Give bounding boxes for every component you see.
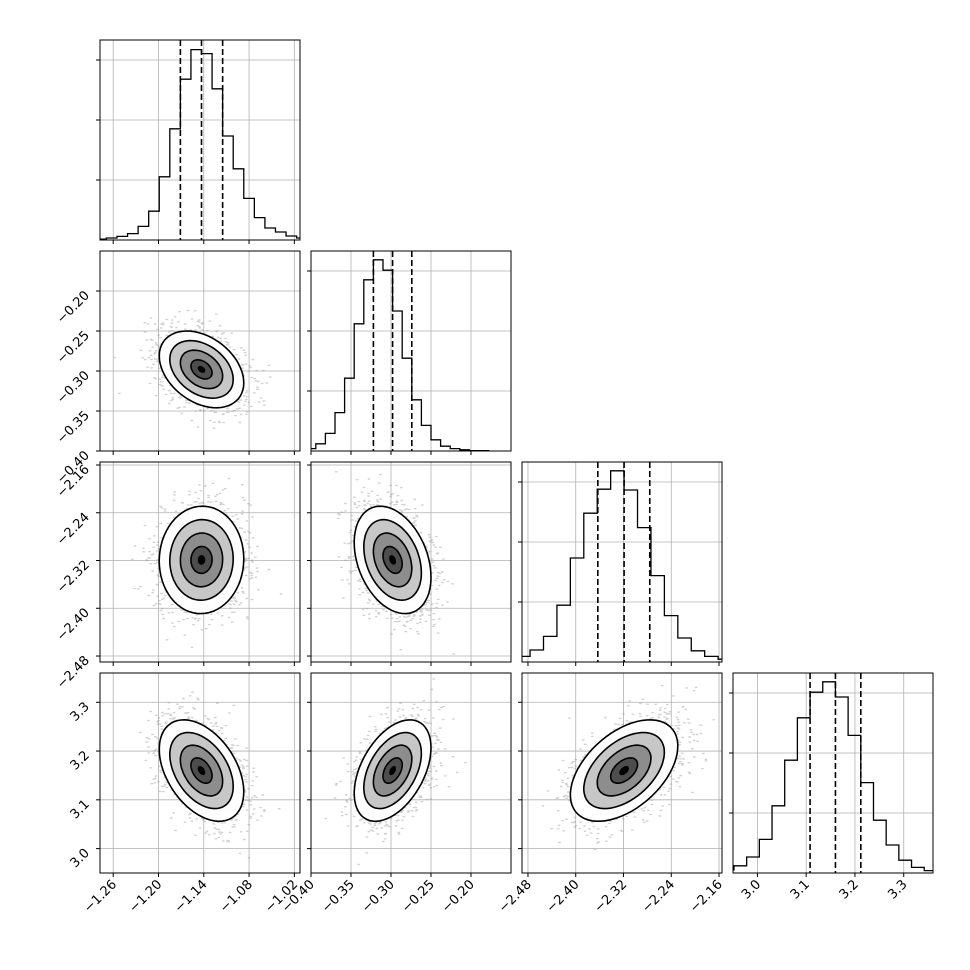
contour-2 xyxy=(179,349,224,390)
panel-frame xyxy=(310,672,512,874)
x-tick-label: −2.24 xyxy=(639,877,678,916)
contour-0 xyxy=(569,719,679,822)
contour-0 xyxy=(158,330,245,409)
histogram-3 xyxy=(733,681,933,872)
contour-3 xyxy=(382,757,403,784)
density-peak xyxy=(389,766,397,776)
contour-0 xyxy=(353,719,432,823)
contour-1 xyxy=(168,518,235,602)
contour-2 xyxy=(179,744,224,797)
panel-frame xyxy=(310,461,512,663)
density-peak xyxy=(619,766,629,776)
y-tick-label: −2.24 xyxy=(54,510,93,549)
contour-3 xyxy=(609,757,639,784)
density-panel-2-0 xyxy=(96,461,301,666)
contour-0 xyxy=(353,505,432,615)
density-layer xyxy=(541,685,715,851)
panel-frame xyxy=(99,461,301,663)
panel-frame xyxy=(732,672,934,874)
y-tick-label: −2.32 xyxy=(54,558,93,597)
panel-frame xyxy=(99,39,301,241)
density-peak xyxy=(197,555,206,565)
x-tick-label: −1.20 xyxy=(127,877,166,916)
density-panel-3-0 xyxy=(96,672,301,877)
contour-1 xyxy=(362,731,423,810)
contour-3 xyxy=(382,545,403,575)
x-tick-label: −2.40 xyxy=(544,877,583,916)
density-panel-3-2 xyxy=(518,672,723,877)
contour-1 xyxy=(362,518,423,602)
x-tick-label: −2.16 xyxy=(687,877,726,916)
y-tick-label: −0.35 xyxy=(54,408,93,447)
density-layer xyxy=(130,477,283,648)
density-panel-3-1 xyxy=(307,672,512,877)
panel-frame xyxy=(521,672,723,874)
panel-frame xyxy=(310,250,512,452)
y-tick-label: 3.1 xyxy=(68,797,93,822)
density-panel-2-1 xyxy=(307,461,512,666)
density-peak xyxy=(197,365,206,373)
contour-3 xyxy=(190,359,213,380)
contour-0 xyxy=(158,718,245,823)
panel-frame xyxy=(99,672,301,874)
y-tick-label: −2.48 xyxy=(54,653,93,692)
x-tick-label: 3.1 xyxy=(788,877,813,902)
contour-2 xyxy=(179,532,224,588)
density-layer xyxy=(139,691,281,859)
density-panel-1-0 xyxy=(96,250,301,455)
histogram-panel-2 xyxy=(518,461,723,666)
density-peak xyxy=(197,766,206,776)
panel-frame xyxy=(99,250,301,452)
y-tick-label: −0.30 xyxy=(54,368,93,407)
histogram-panel-1 xyxy=(307,250,512,455)
x-tick-label: −0.35 xyxy=(319,877,358,916)
contour-1 xyxy=(168,339,235,400)
x-tick-label: 3.2 xyxy=(837,877,862,902)
x-tick-label: −1.08 xyxy=(217,877,256,916)
density-layer xyxy=(334,471,456,655)
x-tick-label: −1.26 xyxy=(81,877,120,916)
x-tick-label: −1.14 xyxy=(172,877,211,916)
x-tick-label: −2.32 xyxy=(592,877,631,916)
x-tick-label: −0.30 xyxy=(359,877,398,916)
x-tick-label: −0.20 xyxy=(439,877,478,916)
histogram-panel-3 xyxy=(729,672,934,877)
density-layer xyxy=(324,678,467,866)
density-peak xyxy=(389,555,397,565)
y-tick-label: −2.40 xyxy=(54,605,93,644)
contour-1 xyxy=(583,731,666,810)
y-tick-label: 3.2 xyxy=(68,748,93,773)
contour-1 xyxy=(168,731,235,810)
contour-2 xyxy=(372,532,413,588)
y-tick-label: 3.0 xyxy=(68,846,93,871)
y-tick-label: −0.25 xyxy=(54,328,93,367)
x-tick-label: −0.25 xyxy=(399,877,438,916)
density-layer xyxy=(113,309,272,429)
y-tick-label: −0.20 xyxy=(54,288,93,327)
panel-frame xyxy=(521,461,723,663)
contour-3 xyxy=(190,545,213,575)
y-tick-label: 3.3 xyxy=(68,699,93,724)
contour-3 xyxy=(190,757,213,784)
contour-2 xyxy=(372,744,413,797)
x-tick-label: 3.0 xyxy=(739,877,764,902)
histogram-panel-0 xyxy=(96,39,301,244)
x-tick-label: −2.48 xyxy=(496,877,535,916)
contour-0 xyxy=(158,505,245,615)
contour-2 xyxy=(596,744,652,797)
x-tick-label: 3.3 xyxy=(885,877,910,902)
